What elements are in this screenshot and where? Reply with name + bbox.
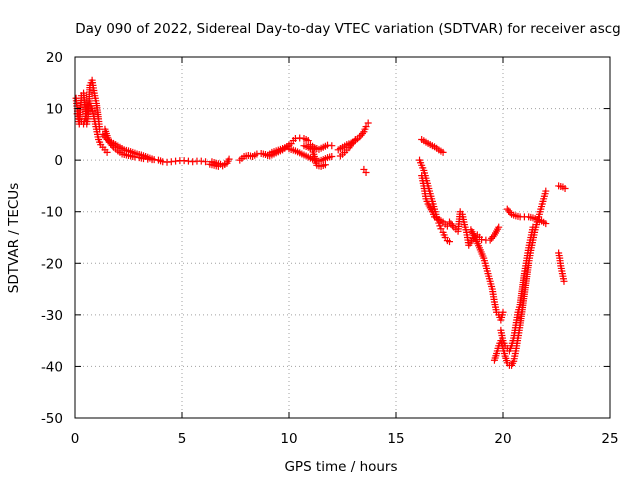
- y-axis-label: SDTVAR / TECUs: [6, 183, 22, 293]
- data-point: [561, 185, 569, 193]
- y-tick-label: -20: [41, 256, 63, 272]
- x-tick-label: 5: [178, 431, 187, 447]
- x-tick-labels: 0 5 10 15 20 25: [71, 431, 619, 447]
- y-tick-label: -50: [41, 411, 63, 427]
- chart-title: Day 090 of 2022, Sidereal Day-to-day VTE…: [75, 21, 620, 37]
- x-axis-label: GPS time / hours: [284, 459, 397, 475]
- data-point: [364, 119, 372, 127]
- data-point: [108, 142, 116, 150]
- data-point: [560, 277, 568, 285]
- data-point: [529, 223, 537, 231]
- x-tick-label: 15: [387, 431, 404, 447]
- x-tick-label: 20: [494, 431, 511, 447]
- y-tick-label: 20: [46, 50, 63, 66]
- data-point: [446, 238, 453, 246]
- x-tick-label: 0: [71, 431, 80, 447]
- plot-frame: [74, 56, 611, 419]
- y-tick-label: 10: [46, 102, 63, 118]
- y-tick-label: -30: [41, 308, 63, 324]
- data-point: [225, 155, 233, 163]
- data-point: [495, 223, 503, 231]
- x-tick-label: 10: [280, 431, 297, 447]
- data-point: [221, 160, 229, 168]
- data-point: [328, 142, 336, 150]
- data-point: [328, 153, 336, 161]
- data-point: [103, 148, 111, 156]
- data-point: [489, 233, 497, 241]
- data-point: [362, 123, 370, 131]
- axis-ticks: [74, 56, 611, 419]
- data-points: [72, 76, 569, 369]
- data-point: [148, 156, 156, 164]
- x-tick-label: 25: [601, 431, 618, 447]
- y-tick-label: -40: [41, 359, 63, 375]
- data-point: [448, 221, 456, 229]
- data-point: [439, 148, 447, 156]
- data-point: [321, 161, 329, 169]
- data-point: [437, 225, 445, 233]
- data-point: [499, 308, 507, 316]
- data-point: [506, 209, 514, 217]
- y-tick-labels: -50 -40 -30 -20 -10 0 10 20: [41, 50, 63, 427]
- data-point: [202, 158, 210, 166]
- data-point: [304, 137, 312, 145]
- data-point: [542, 187, 550, 195]
- data-point: [443, 222, 451, 230]
- y-tick-label: 0: [54, 153, 63, 169]
- data-point: [358, 129, 366, 137]
- data-point: [351, 136, 359, 144]
- y-tick-label: -10: [41, 205, 63, 221]
- data-point: [542, 220, 550, 228]
- data-point: [362, 169, 370, 177]
